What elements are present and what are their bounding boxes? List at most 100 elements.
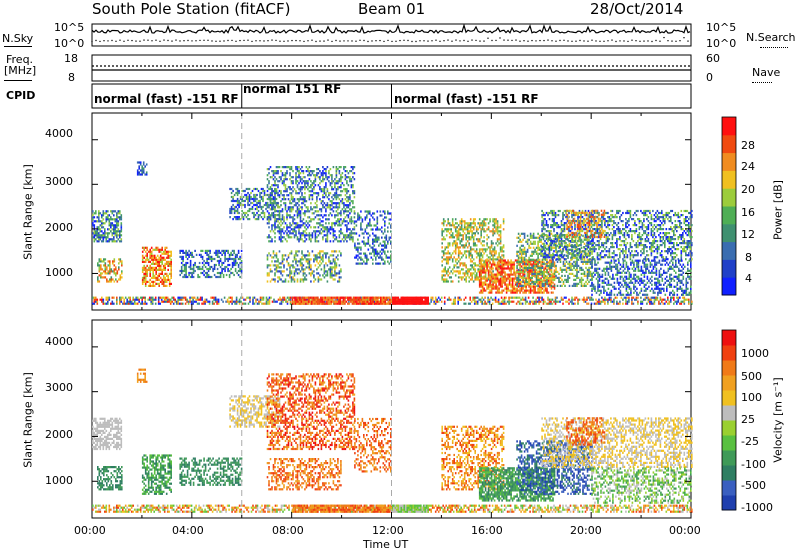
power-cell xyxy=(232,199,234,203)
nsearch-point xyxy=(319,40,321,42)
power-cell xyxy=(275,184,278,187)
power-cell xyxy=(287,186,290,189)
power-cell xyxy=(347,206,350,209)
power-cell xyxy=(301,198,303,201)
power-cell xyxy=(143,276,145,279)
power-cell xyxy=(536,300,539,303)
power-cell xyxy=(204,302,206,305)
power-cell xyxy=(335,250,338,253)
power-cell xyxy=(498,261,500,264)
nsearch-point xyxy=(311,39,313,41)
power-cell xyxy=(183,265,186,269)
power-cell xyxy=(97,280,99,283)
power-cell xyxy=(646,296,648,299)
power-cell xyxy=(507,289,509,292)
power-cell xyxy=(340,186,342,189)
nsearch-point xyxy=(627,40,629,43)
power-cell xyxy=(323,266,326,269)
power-cell xyxy=(340,200,342,203)
power-cell xyxy=(207,263,210,267)
power-cell xyxy=(353,300,355,303)
power-cell xyxy=(384,222,386,225)
power-cell xyxy=(316,172,318,175)
power-cell xyxy=(317,222,320,225)
power-cell xyxy=(104,276,107,279)
power-cell xyxy=(256,197,258,201)
power-cell xyxy=(101,268,104,271)
power-cell xyxy=(92,222,94,225)
power-cell xyxy=(118,268,120,271)
power-cell xyxy=(459,232,461,235)
power-cell xyxy=(105,236,108,239)
power-cell xyxy=(277,226,279,229)
power-cell xyxy=(144,246,147,249)
power-cell xyxy=(313,188,315,191)
power-cell xyxy=(584,298,587,301)
power-cell xyxy=(341,198,344,201)
power-cell xyxy=(183,296,185,299)
power-cell xyxy=(500,296,503,299)
power-cell xyxy=(249,296,251,299)
power-cell xyxy=(384,298,387,301)
power-cell xyxy=(108,232,111,235)
power-cell xyxy=(289,168,291,171)
power-cell xyxy=(484,218,487,221)
power-cell xyxy=(538,296,540,299)
power-cell xyxy=(277,280,279,283)
power-cell xyxy=(343,202,345,205)
power-cell xyxy=(194,249,196,252)
power-cell xyxy=(309,302,312,305)
power-cell xyxy=(315,296,318,299)
power-cell xyxy=(271,202,273,205)
power-cell xyxy=(248,193,251,197)
power-cell xyxy=(298,208,300,211)
power-cell xyxy=(316,272,318,275)
power-cell xyxy=(245,211,248,215)
power-cell xyxy=(338,166,341,169)
power-cell xyxy=(296,278,299,281)
power-cell xyxy=(225,257,228,261)
nsearch-point xyxy=(391,40,393,43)
power-cell xyxy=(157,300,160,303)
power-cell xyxy=(369,218,371,221)
power-cell xyxy=(150,258,153,261)
power-cell xyxy=(480,234,482,237)
power-cell xyxy=(495,275,497,278)
power-cell xyxy=(496,300,498,303)
power-cell xyxy=(272,178,275,181)
power-cell xyxy=(502,279,505,282)
power-cell xyxy=(490,246,493,249)
power-cell xyxy=(409,298,412,301)
power-cell xyxy=(295,252,297,255)
power-cell xyxy=(311,188,314,191)
power-cell xyxy=(608,298,611,301)
power-cell xyxy=(101,240,103,243)
power-cell xyxy=(92,216,94,219)
power-cell xyxy=(350,186,353,189)
power-cell xyxy=(378,296,381,299)
power-cell xyxy=(514,287,517,290)
power-cell xyxy=(170,264,172,267)
power-cell xyxy=(501,261,503,264)
power-cell xyxy=(103,264,105,267)
power-cell xyxy=(448,298,450,301)
power-cell xyxy=(243,302,245,305)
power-cell xyxy=(653,296,656,299)
power-cell xyxy=(287,194,290,197)
power-cell xyxy=(257,205,260,209)
power-cell xyxy=(271,170,273,173)
nsearch-point xyxy=(451,40,453,42)
power-cell xyxy=(402,296,404,299)
power-cell xyxy=(325,168,327,171)
power-cell xyxy=(308,252,311,255)
power-cell xyxy=(247,214,249,217)
power-cell xyxy=(296,166,299,169)
power-cell xyxy=(110,230,112,233)
power-cell xyxy=(259,193,261,197)
power-cell xyxy=(142,302,145,305)
nsearch-point xyxy=(671,40,673,42)
power-cell xyxy=(259,203,261,207)
power-cell xyxy=(511,289,514,292)
power-cell xyxy=(498,238,500,241)
power-cell xyxy=(151,302,154,305)
